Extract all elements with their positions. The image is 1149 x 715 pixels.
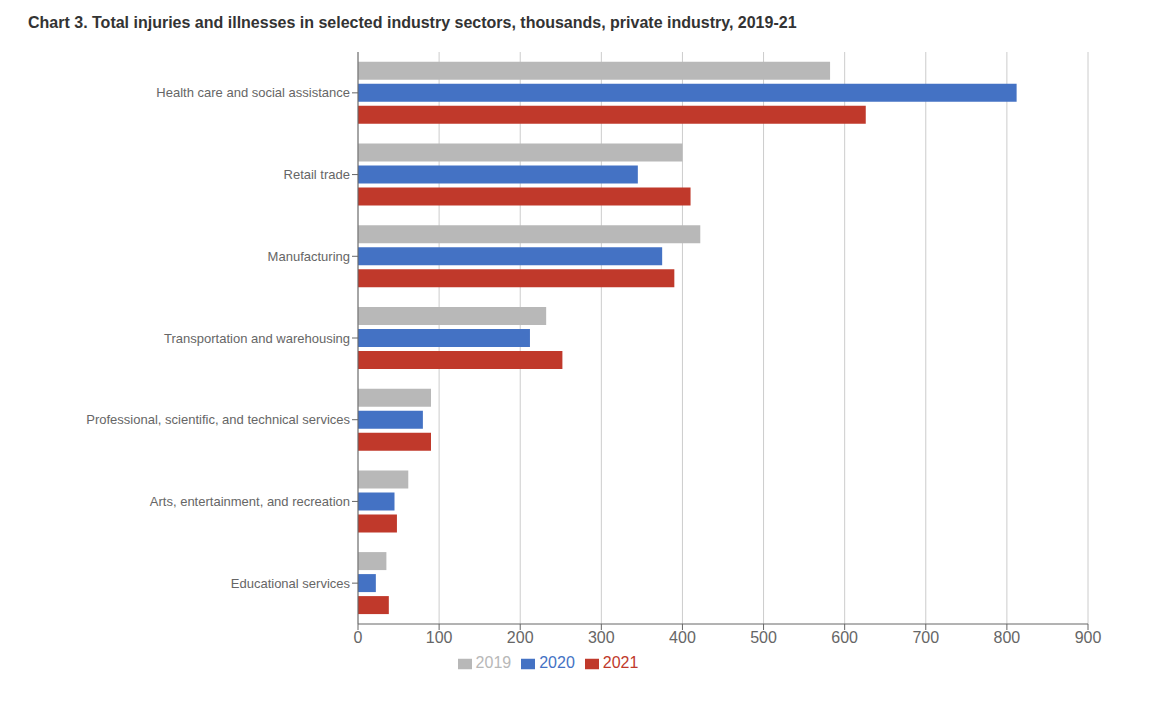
html-text:2019: 2019 [475, 654, 512, 671]
svg-text:0: 0 [354, 629, 363, 646]
svg-text:400: 400 [669, 629, 696, 646]
svg-text:800: 800 [994, 629, 1021, 646]
svg-text:Transportation and warehousing: Transportation and warehousing [164, 331, 350, 346]
svg-text:500: 500 [750, 629, 777, 646]
html-text:2020: 2020 [539, 654, 575, 671]
svg-text:300: 300 [588, 629, 615, 646]
svg-text:Retail trade: Retail trade [284, 167, 350, 182]
svg-text:200: 200 [507, 629, 534, 646]
svg-text:Arts, entertainment, and recre: Arts, entertainment, and recreation [150, 494, 350, 509]
svg-text:900: 900 [1075, 629, 1102, 646]
svg-text:700: 700 [912, 629, 939, 646]
svg-text:Professional, scientific, and: Professional, scientific, and technical … [86, 412, 350, 427]
svg-text:Health care and social assista: Health care and social assistance [156, 85, 350, 100]
html-text:Chart 3. Total injuries and il: Chart 3. Total injuries and illnesses in… [28, 14, 797, 31]
svg-text:100: 100 [426, 629, 453, 646]
svg-text:Manufacturing: Manufacturing [268, 249, 350, 264]
svg-text:600: 600 [831, 629, 858, 646]
html-text:2021: 2021 [602, 654, 639, 671]
svg-text:Educational services: Educational services [231, 576, 351, 591]
